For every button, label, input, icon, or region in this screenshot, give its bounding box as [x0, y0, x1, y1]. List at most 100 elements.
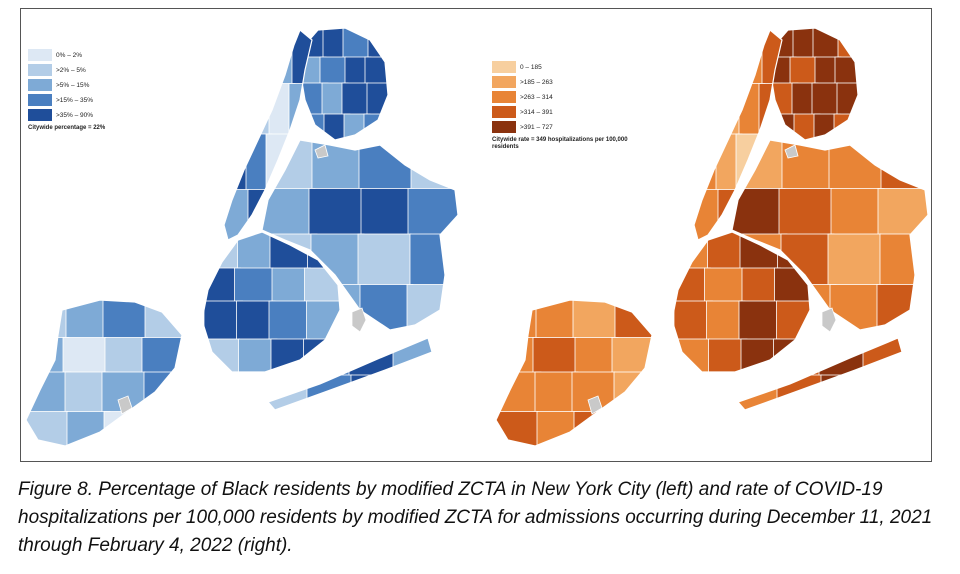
zcta-area: [311, 140, 366, 190]
borough-outline: [25, 299, 183, 447]
zcta-area: [407, 188, 458, 241]
zcta-area: [341, 82, 369, 116]
legend-item: >185 – 263: [492, 75, 632, 89]
borough-outline: [693, 29, 783, 241]
zcta-area: [140, 411, 182, 446]
legend-item: 0% – 2%: [28, 48, 128, 62]
zcta-area: [224, 83, 251, 141]
zcta-area: [103, 411, 148, 446]
zcta-area: [65, 300, 110, 339]
legend-item: >2% – 5%: [28, 63, 128, 77]
zcta-area: [410, 140, 458, 190]
legend-label: >2% – 5%: [56, 66, 86, 74]
map-left-black-residents: [25, 27, 459, 447]
zcta-area: [144, 300, 182, 339]
legend-label: 0% – 2%: [56, 51, 83, 59]
zcta-area: [773, 338, 810, 372]
zcta-area: [389, 374, 432, 410]
legend-swatch: [492, 106, 516, 118]
borough-bronx: [300, 28, 388, 140]
zcta-area: [66, 411, 111, 446]
zcta-area: [879, 233, 928, 286]
legend-item: >314 – 391: [492, 105, 632, 119]
legend-item: >5% – 15%: [28, 78, 128, 92]
borough-outline: [736, 337, 903, 411]
legend-swatch: [28, 94, 52, 106]
zcta-area: [308, 188, 363, 241]
zcta-area: [26, 411, 69, 446]
zcta-area: [342, 28, 370, 59]
legend-item: >15% – 35%: [28, 93, 128, 107]
zcta-area: [862, 338, 902, 377]
legend-label: >391 – 727: [520, 123, 553, 131]
non-residential-area: [587, 395, 603, 415]
zcta-area: [363, 113, 388, 140]
borough-outline: [223, 29, 313, 241]
legend-label: >5% – 15%: [56, 81, 90, 89]
legend-item: 0 – 185: [492, 60, 632, 74]
zcta-area: [234, 267, 274, 308]
zcta-area: [238, 338, 278, 372]
zcta-area: [392, 338, 432, 377]
legend-label: >263 – 314: [520, 93, 553, 101]
zcta-area: [268, 300, 308, 341]
zcta-area: [877, 188, 928, 241]
zcta-area: [303, 338, 340, 372]
borough-statenIsland: [496, 300, 652, 446]
zcta-area: [496, 411, 539, 446]
zcta-area: [266, 30, 294, 85]
legend-swatch: [28, 109, 52, 121]
zcta-area: [143, 371, 182, 413]
non-residential-area: [117, 395, 133, 415]
zcta-area: [781, 140, 836, 190]
zcta-area: [357, 233, 412, 286]
legend-right: 0 – 185 >185 – 263 >263 – 314 >314 – 391…: [492, 60, 632, 151]
zcta-area: [880, 140, 928, 190]
zcta-area: [716, 30, 744, 85]
zcta-area: [859, 374, 902, 410]
zcta-area: [614, 300, 652, 339]
zcta-area: [572, 300, 617, 339]
borough-outline: [201, 231, 341, 373]
non-residential-area: [351, 307, 367, 333]
zcta-area: [830, 188, 885, 241]
zcta-area: [350, 374, 397, 410]
legend-swatch: [492, 76, 516, 88]
borough-outline: [671, 231, 811, 373]
borough-outline: [731, 139, 929, 331]
zcta-area: [613, 371, 652, 413]
legend-swatch: [28, 64, 52, 76]
zcta-area: [818, 338, 865, 377]
legend-label: 0 – 185: [520, 63, 542, 71]
zcta-area: [694, 83, 721, 141]
zcta-area: [812, 28, 840, 59]
non-residential-area: [314, 144, 329, 159]
zcta-area: [27, 371, 72, 413]
legend-swatch: [492, 91, 516, 103]
zcta-area: [778, 188, 833, 241]
legend-item: >391 – 727: [492, 120, 632, 134]
zcta-area: [713, 83, 741, 141]
legend-label: >15% – 35%: [56, 96, 94, 104]
zcta-area: [776, 374, 823, 410]
citywide-rate-note: Citywide rate = 349 hospitalizations per…: [492, 137, 628, 150]
borough-statenIsland: [26, 300, 182, 446]
legend-swatch: [492, 61, 516, 73]
zcta-area: [243, 83, 271, 141]
non-residential-area: [821, 307, 837, 333]
zcta-area: [366, 82, 388, 116]
zcta-area: [64, 371, 109, 413]
zcta-area: [741, 267, 781, 308]
citywide-percentage-note: Citywide percentage = 22%: [28, 125, 106, 131]
zcta-area: [738, 300, 778, 341]
zcta-area: [306, 374, 353, 410]
zcta-area: [827, 233, 882, 286]
zcta-area: [534, 371, 579, 413]
borough-outline: [495, 299, 653, 447]
zcta-area: [736, 30, 764, 85]
zcta-area: [876, 284, 928, 330]
zcta-area: [536, 411, 581, 446]
zcta-area: [732, 188, 786, 241]
zcta-area: [409, 233, 458, 286]
zcta-area: [348, 338, 395, 377]
